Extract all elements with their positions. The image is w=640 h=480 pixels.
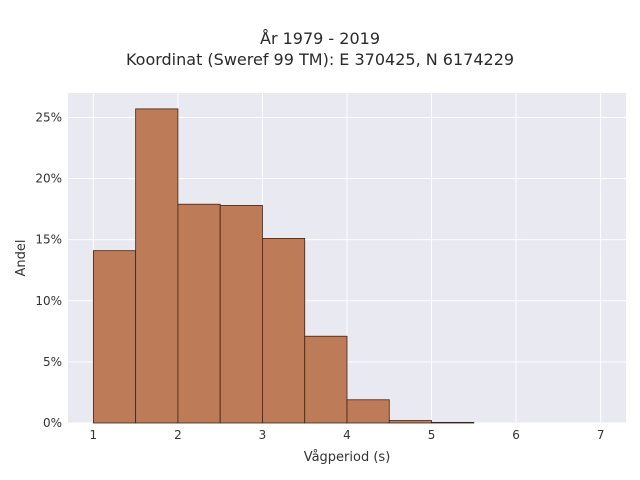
chart-subtitle: Koordinat (Sweref 99 TM): E 370425, N 61…	[125, 50, 515, 69]
histogram-bar	[388, 420, 432, 424]
y-tick-label: 20%	[35, 172, 62, 186]
x-tick-label: 2	[174, 428, 182, 442]
x-axis-ticks: 1 2 3 4 5 6 7	[90, 428, 605, 442]
bars	[92, 108, 475, 424]
y-axis-label: Andel	[14, 240, 29, 277]
x-tick-label: 7	[597, 428, 605, 442]
y-tick-label: 5%	[43, 355, 62, 369]
histogram-bar	[92, 250, 137, 424]
histogram-bar	[431, 421, 475, 424]
histogram-bar	[262, 238, 306, 424]
x-tick-label: 4	[343, 428, 351, 442]
histogram-bar	[346, 399, 390, 424]
y-tick-label: 0%	[43, 416, 62, 430]
x-tick-label: 6	[512, 428, 520, 442]
histogram-bar	[135, 108, 179, 424]
x-tick-label: 3	[259, 428, 267, 442]
histogram-bar	[304, 335, 348, 424]
y-tick-label: 10%	[35, 294, 62, 308]
chart-title: År 1979 - 2019	[260, 29, 380, 48]
x-tick-label: 1	[90, 428, 98, 442]
x-axis-label: Vågperiod (s)	[304, 450, 391, 465]
y-tick-label: 15%	[35, 233, 62, 247]
histogram-bar	[219, 205, 263, 424]
histogram-bar	[177, 203, 221, 424]
x-tick-label: 5	[428, 428, 436, 442]
y-tick-label: 25%	[35, 110, 62, 124]
y-axis-ticks: 0% 5% 10% 15% 20% 25%	[35, 110, 62, 430]
